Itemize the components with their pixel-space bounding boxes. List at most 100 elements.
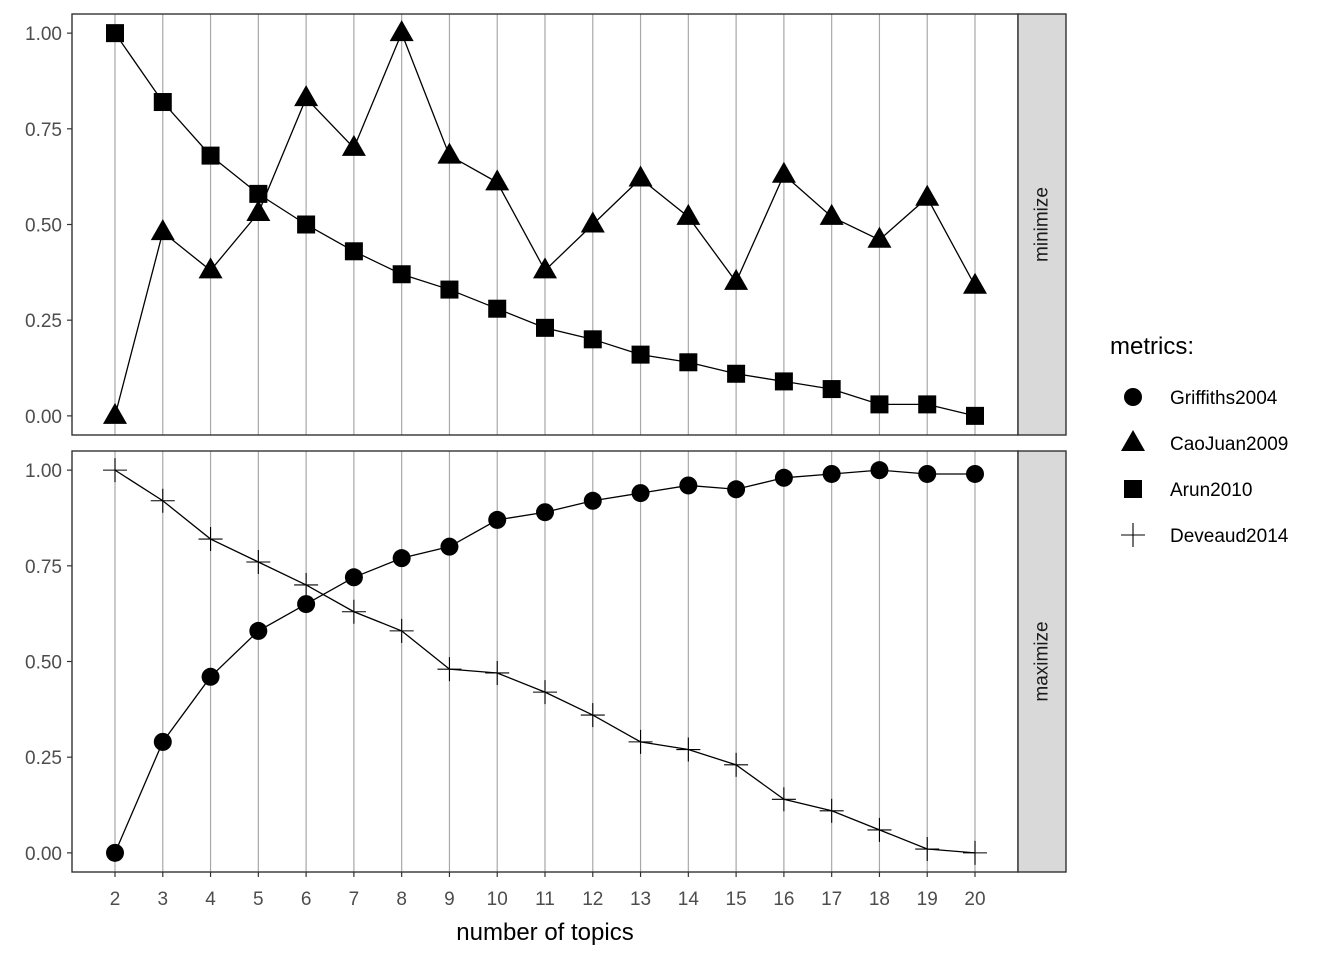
data-point-Deveaud2014-15 bbox=[724, 752, 749, 777]
panel-maximize: 0.00 0.25 0.50 0.75 1.00 maximize bbox=[25, 450, 1067, 873]
x-tick-label: 19 bbox=[917, 889, 938, 910]
x-tick-label: 7 bbox=[349, 889, 360, 910]
data-point-Griffiths2004-18 bbox=[870, 461, 889, 480]
data-point-CaoJuan2009-8 bbox=[389, 20, 414, 42]
data-point-Arun2010-3 bbox=[153, 93, 172, 112]
x-tick-label: 14 bbox=[678, 889, 700, 910]
data-point-CaoJuan2009-6 bbox=[294, 85, 319, 107]
x-tick-label: 16 bbox=[773, 889, 794, 910]
legend-label-Griffiths2004: Griffiths2004 bbox=[1170, 388, 1278, 409]
x-tick-label: 3 bbox=[157, 889, 168, 910]
data-point-Griffiths2004-10 bbox=[488, 510, 507, 529]
data-point-Griffiths2004-2 bbox=[106, 843, 124, 862]
data-point-Deveaud2014-11 bbox=[533, 680, 557, 705]
data-point-Deveaud2014-17 bbox=[819, 798, 844, 823]
data-point-Griffiths2004-3 bbox=[153, 732, 172, 751]
data-point-Arun2010-10 bbox=[488, 299, 507, 318]
data-point-Griffiths2004-7 bbox=[344, 568, 363, 587]
x-tick-label: 4 bbox=[205, 889, 216, 910]
data-point-Arun2010-15 bbox=[727, 364, 746, 383]
data-point-Arun2010-7 bbox=[344, 242, 363, 261]
data-point-Deveaud2014-18 bbox=[867, 817, 892, 842]
x-tick-label: 18 bbox=[869, 889, 890, 910]
data-point-CaoJuan2009-17 bbox=[819, 203, 844, 225]
data-point-Griffiths2004-20 bbox=[966, 464, 984, 483]
data-point-CaoJuan2009-20 bbox=[963, 272, 987, 294]
data-point-CaoJuan2009-18 bbox=[867, 226, 892, 248]
x-tick-label: 6 bbox=[301, 889, 312, 910]
legend-key-Arun2010 bbox=[1124, 480, 1142, 498]
y-tick-label: 0.75 bbox=[25, 120, 62, 141]
data-point-Deveaud2014-13 bbox=[628, 729, 653, 754]
data-point-CaoJuan2009-3 bbox=[150, 219, 175, 241]
y-tick-label: 0.25 bbox=[25, 748, 62, 769]
data-point-Arun2010-13 bbox=[631, 345, 650, 364]
facet-strip-label: maximize bbox=[1032, 621, 1053, 701]
data-point-CaoJuan2009-7 bbox=[341, 134, 366, 156]
data-point-Griffiths2004-8 bbox=[392, 549, 411, 568]
data-point-CaoJuan2009-13 bbox=[628, 165, 653, 187]
y-tick-label: 0.25 bbox=[25, 311, 62, 332]
data-point-Griffiths2004-4 bbox=[201, 667, 220, 686]
y-tick-label: 1.00 bbox=[25, 24, 62, 45]
facet-strip-minimize bbox=[1017, 13, 1067, 436]
x-tick-label: 20 bbox=[964, 889, 985, 910]
y-tick-label: 1.00 bbox=[25, 461, 62, 482]
x-tick-label: 15 bbox=[726, 889, 747, 910]
data-point-CaoJuan2009-5 bbox=[246, 199, 271, 221]
data-point-Griffiths2004-17 bbox=[822, 464, 841, 483]
data-point-Deveaud2014-8 bbox=[389, 618, 414, 643]
data-point-Deveaud2014-9 bbox=[437, 657, 462, 682]
data-point-Griffiths2004-5 bbox=[249, 621, 268, 640]
legend-title: metrics: bbox=[1110, 333, 1194, 360]
y-tick-label: 0.00 bbox=[25, 844, 62, 865]
y-tick-label: 0.50 bbox=[25, 653, 62, 674]
x-tick-label: 12 bbox=[582, 889, 603, 910]
x-tick-label: 10 bbox=[487, 889, 508, 910]
data-point-Griffiths2004-12 bbox=[583, 491, 602, 510]
x-tick-label: 11 bbox=[535, 889, 555, 910]
data-point-Deveaud2014-3 bbox=[150, 488, 175, 513]
data-point-Deveaud2014-5 bbox=[246, 549, 271, 574]
data-point-CaoJuan2009-2 bbox=[103, 402, 127, 424]
data-point-CaoJuan2009-9 bbox=[437, 142, 462, 164]
facet-strip-maximize bbox=[1017, 450, 1067, 873]
facet-strip-label: minimize bbox=[1032, 187, 1053, 262]
legend-label-Arun2010: Arun2010 bbox=[1170, 480, 1252, 501]
data-point-CaoJuan2009-16 bbox=[771, 161, 796, 183]
data-point-Arun2010-17 bbox=[822, 380, 841, 399]
data-point-Deveaud2014-10 bbox=[485, 660, 510, 685]
data-point-CaoJuan2009-4 bbox=[198, 257, 223, 279]
data-point-Arun2010-16 bbox=[774, 372, 793, 391]
data-point-Arun2010-12 bbox=[583, 330, 602, 349]
data-point-Deveaud2014-7 bbox=[341, 599, 366, 624]
data-point-Arun2010-2 bbox=[106, 24, 124, 43]
x-tick-label: 2 bbox=[110, 889, 121, 910]
y-tick-label: 0.50 bbox=[25, 216, 62, 237]
data-point-Arun2010-5 bbox=[249, 184, 268, 203]
x-tick-label: 13 bbox=[630, 889, 651, 910]
data-point-Arun2010-9 bbox=[440, 280, 459, 299]
data-point-Deveaud2014-19 bbox=[915, 837, 940, 862]
panel-minimize: 0.00 0.25 0.50 0.75 1.00 minimize bbox=[25, 13, 1067, 436]
data-point-Deveaud2014-2 bbox=[103, 458, 127, 483]
data-point-CaoJuan2009-11 bbox=[533, 257, 557, 279]
y-tick-label: 0.00 bbox=[25, 407, 62, 428]
data-point-Arun2010-18 bbox=[870, 395, 889, 414]
data-point-CaoJuan2009-19 bbox=[915, 184, 940, 206]
data-point-Deveaud2014-6 bbox=[294, 572, 319, 597]
data-point-Arun2010-11 bbox=[536, 318, 554, 337]
data-point-Griffiths2004-11 bbox=[536, 503, 554, 522]
data-point-Griffiths2004-14 bbox=[679, 476, 698, 495]
data-point-Arun2010-4 bbox=[201, 146, 220, 165]
data-point-CaoJuan2009-15 bbox=[724, 268, 749, 290]
data-point-Deveaud2014-14 bbox=[676, 737, 701, 762]
x-tick-label: 17 bbox=[821, 889, 842, 910]
legend-key-CaoJuan2009 bbox=[1121, 429, 1145, 451]
x-tick-label: 5 bbox=[253, 889, 264, 910]
x-axis-title: number of topics bbox=[456, 919, 633, 946]
data-point-Arun2010-19 bbox=[918, 395, 937, 414]
data-point-Arun2010-20 bbox=[966, 406, 984, 425]
